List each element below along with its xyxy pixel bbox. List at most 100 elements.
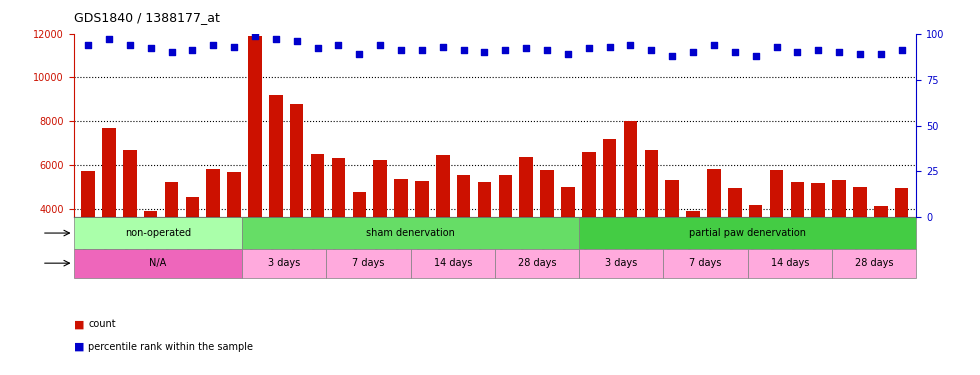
Bar (519, 157, 533, 296)
Point (310, 45, 325, 51)
Point (435, 44, 451, 50)
Text: count: count (88, 320, 116, 329)
Point (143, 45, 159, 51)
Bar (242, 249, 326, 278)
Point (707, 42, 722, 48)
Bar (411, 249, 495, 278)
Point (122, 42, 137, 48)
Text: 14 days: 14 days (770, 258, 809, 268)
Point (164, 49, 179, 55)
Bar (248, 36, 262, 296)
Bar (811, 183, 825, 296)
Bar (562, 187, 574, 296)
Point (184, 47, 200, 53)
Point (372, 42, 388, 48)
Point (561, 51, 576, 57)
Point (727, 49, 743, 55)
Point (226, 44, 242, 50)
Text: sham denervation: sham denervation (367, 228, 455, 238)
Bar (185, 196, 199, 296)
Text: 28 days: 28 days (855, 258, 894, 268)
Bar (623, 121, 637, 296)
Point (748, 53, 763, 59)
Point (352, 51, 368, 57)
Bar (832, 180, 846, 296)
Bar (749, 205, 762, 296)
Bar (477, 182, 491, 296)
Bar (457, 175, 470, 296)
Bar (326, 249, 411, 278)
Bar (123, 150, 136, 296)
Text: non-operated: non-operated (124, 228, 191, 238)
Bar (582, 152, 596, 296)
Point (414, 47, 429, 53)
Point (768, 44, 784, 50)
Point (853, 51, 868, 57)
Point (622, 42, 638, 48)
Point (498, 47, 514, 53)
Point (80, 42, 96, 48)
Text: GDS1840 / 1388177_at: GDS1840 / 1388177_at (74, 11, 220, 24)
Bar (436, 155, 450, 296)
Text: ■: ■ (74, 320, 84, 329)
Bar (854, 187, 866, 296)
Bar (311, 154, 324, 296)
Point (476, 49, 492, 55)
Point (539, 47, 555, 53)
Bar (353, 192, 367, 296)
Point (790, 49, 806, 55)
Text: 7 days: 7 days (352, 258, 385, 268)
Text: 7 days: 7 days (689, 258, 722, 268)
Bar (165, 182, 178, 296)
Bar (242, 217, 579, 249)
Bar (207, 169, 220, 296)
Bar (495, 249, 579, 278)
Bar (270, 95, 282, 296)
Bar (499, 175, 513, 296)
Bar (579, 249, 663, 278)
Bar (373, 160, 387, 296)
Bar (769, 170, 783, 296)
Point (831, 49, 847, 55)
Point (268, 36, 283, 42)
Text: 14 days: 14 days (433, 258, 472, 268)
Text: ■: ■ (74, 342, 84, 352)
Point (602, 44, 617, 50)
Point (518, 45, 534, 51)
Bar (686, 211, 700, 296)
Bar (227, 172, 241, 296)
Point (456, 47, 471, 53)
Bar (144, 211, 158, 296)
Bar (728, 188, 742, 296)
Point (101, 36, 117, 42)
Bar (708, 169, 720, 296)
Bar (663, 249, 748, 278)
Bar (603, 139, 616, 296)
Point (894, 47, 909, 53)
Point (664, 53, 680, 59)
Text: 3 days: 3 days (269, 258, 300, 268)
Text: 3 days: 3 days (606, 258, 637, 268)
Bar (895, 188, 908, 296)
Bar (832, 249, 916, 278)
Text: percentile rank within the sample: percentile rank within the sample (88, 342, 253, 352)
Text: N/A: N/A (149, 258, 167, 268)
Bar (579, 217, 916, 249)
Bar (874, 206, 888, 296)
Bar (102, 128, 116, 296)
Text: partial paw denervation: partial paw denervation (689, 228, 807, 238)
Bar (290, 104, 304, 296)
Point (206, 42, 221, 48)
Bar (748, 249, 832, 278)
Point (644, 47, 660, 53)
Bar (81, 171, 95, 296)
Point (289, 38, 305, 44)
Point (393, 47, 409, 53)
Point (330, 42, 346, 48)
Point (581, 45, 597, 51)
Bar (331, 158, 345, 296)
Bar (540, 170, 554, 296)
Point (810, 47, 826, 53)
Point (247, 33, 263, 39)
Text: 28 days: 28 days (517, 258, 557, 268)
